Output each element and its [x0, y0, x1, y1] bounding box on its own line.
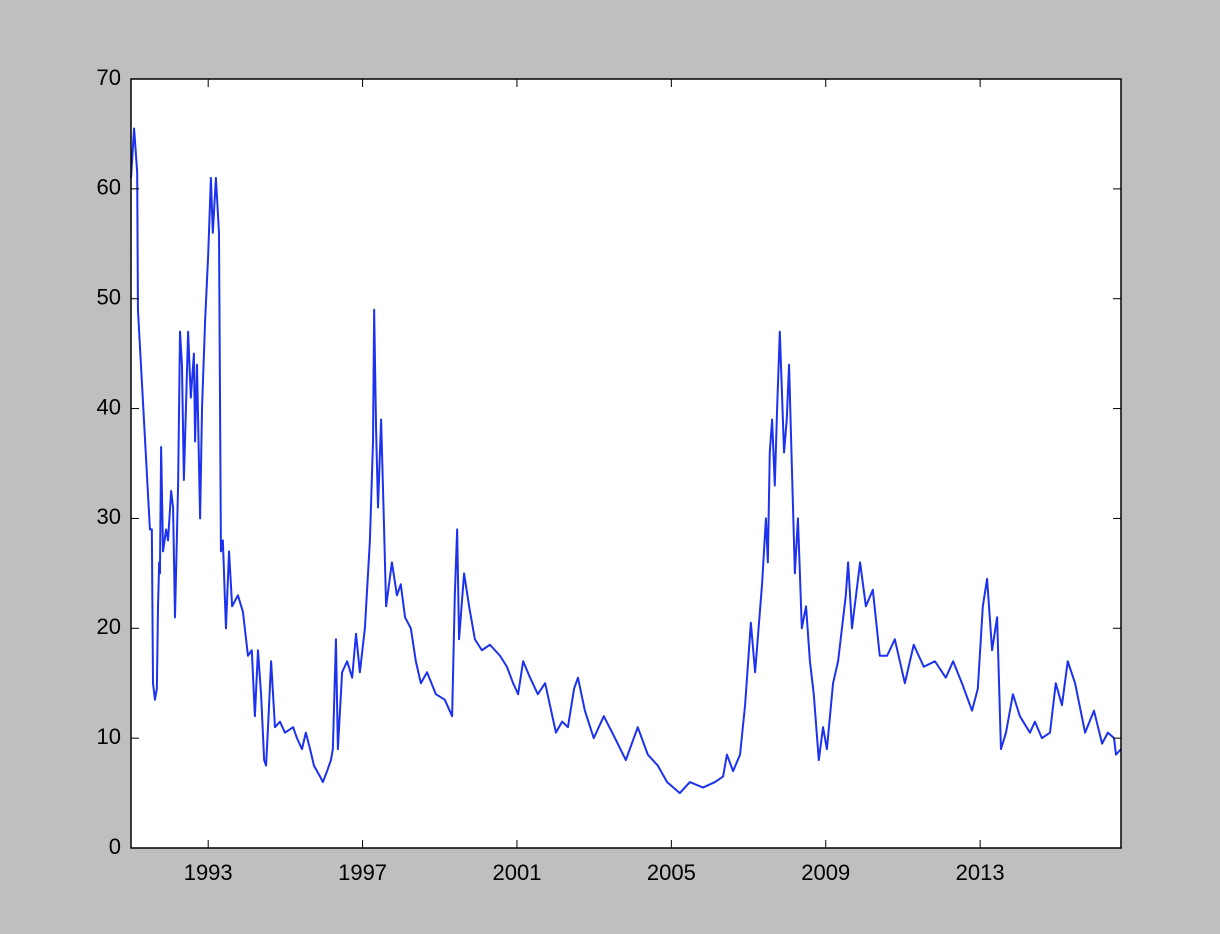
- y-tick-label: 10: [97, 724, 121, 749]
- x-tick-label: 2009: [801, 860, 850, 885]
- y-tick-label: 20: [97, 614, 121, 639]
- y-tick-label: 70: [97, 65, 121, 90]
- x-tick-label: 2005: [647, 860, 696, 885]
- x-tick-label: 1997: [338, 860, 387, 885]
- x-tick-label: 2013: [956, 860, 1005, 885]
- data-line: [130, 127, 1122, 795]
- y-tick-label: 30: [97, 504, 121, 529]
- y-tick-label: 0: [109, 834, 121, 859]
- x-tick-label: 2001: [492, 860, 541, 885]
- axes-frame: [130, 78, 1122, 849]
- plot-area: [131, 79, 1121, 848]
- y-tick-label: 50: [97, 285, 121, 310]
- y-tick-label: 60: [97, 175, 121, 200]
- y-tick-label: 40: [97, 394, 121, 419]
- x-tick-label: 1993: [184, 860, 233, 885]
